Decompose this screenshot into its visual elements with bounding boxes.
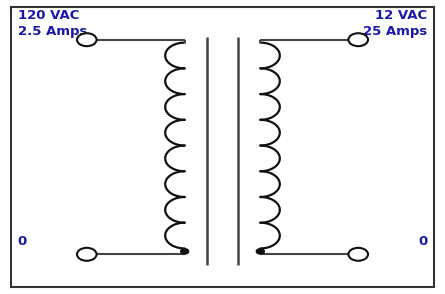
Circle shape: [77, 248, 97, 261]
Circle shape: [256, 249, 264, 254]
Text: 0: 0: [418, 235, 427, 248]
Text: 0: 0: [18, 235, 27, 248]
Circle shape: [348, 33, 368, 46]
Circle shape: [181, 249, 189, 254]
Circle shape: [348, 248, 368, 261]
Text: 12 VAC
25 Amps: 12 VAC 25 Amps: [363, 9, 427, 38]
Text: 120 VAC
2.5 Amps: 120 VAC 2.5 Amps: [18, 9, 87, 38]
Circle shape: [77, 33, 97, 46]
